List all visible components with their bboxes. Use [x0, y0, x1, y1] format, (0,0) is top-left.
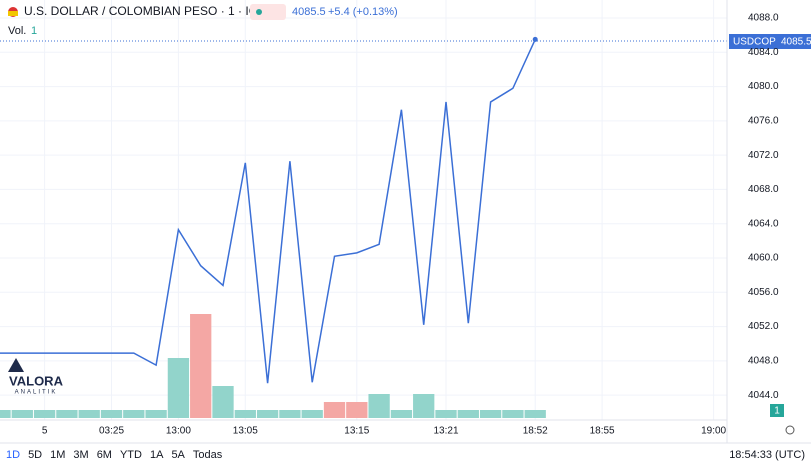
- range-button[interactable]: 1D: [6, 449, 20, 461]
- range-button[interactable]: 5D: [28, 449, 42, 461]
- y-tick-label: 4068.0: [748, 184, 779, 195]
- x-tick-label: 5: [42, 426, 48, 437]
- x-tick-label: 18:52: [523, 426, 548, 437]
- settings-icon[interactable]: [785, 425, 795, 435]
- x-tick-label: 19:00: [701, 426, 726, 437]
- volume-bar: [502, 410, 524, 418]
- price-tag: [779, 34, 811, 49]
- volume-bar: [167, 358, 190, 418]
- x-tick-label: 13:05: [233, 426, 258, 437]
- y-tick-label: 4056.0: [748, 287, 779, 298]
- symbol-tag-label: USDCOP: [733, 37, 776, 48]
- watermark-logo: [8, 358, 24, 372]
- status-dot: [256, 9, 262, 15]
- volume-bar: [279, 410, 301, 418]
- x-tick-label: 13:15: [344, 426, 369, 437]
- volume-bar: [413, 394, 435, 418]
- last-price: 4085.5: [292, 6, 326, 18]
- flag-icon-band: [8, 11, 18, 16]
- volume-bar: [435, 410, 457, 418]
- y-tick-label: 4084.0: [748, 47, 779, 58]
- range-button[interactable]: 3M: [73, 449, 88, 461]
- range-button[interactable]: 1A: [150, 449, 164, 461]
- volume-bar: [368, 394, 390, 418]
- y-tick-label: 4048.0: [748, 355, 779, 366]
- x-tick-label: 03:25: [99, 426, 124, 437]
- y-tick-label: 4052.0: [748, 321, 779, 332]
- y-tick-label: 4064.0: [748, 218, 779, 229]
- volume-tag-label: 1: [774, 406, 780, 417]
- volume-bar: [256, 410, 279, 418]
- volume-bar: [234, 410, 256, 418]
- volume-bar: [212, 386, 234, 418]
- volume-bar: [346, 402, 368, 418]
- price-line: [0, 39, 536, 384]
- volume-bar: [33, 410, 56, 418]
- clock: 18:54:33 (UTC): [729, 449, 805, 461]
- y-tick-label: 4060.0: [748, 253, 779, 264]
- y-tick-label: 4080.0: [748, 81, 779, 92]
- y-tick-label: 4044.0: [748, 390, 779, 401]
- chart-title: U.S. DOLLAR / COLOMBIAN PESO · 1 · ICE: [24, 4, 265, 18]
- last-point: [532, 36, 538, 42]
- volume-bar: [100, 410, 123, 418]
- volume-bar: [11, 410, 33, 418]
- volume-bar: [123, 410, 145, 418]
- volume-bar: [0, 410, 11, 418]
- volume-bar: [479, 410, 502, 418]
- range-button[interactable]: 1M: [50, 449, 65, 461]
- watermark-name: VALORA: [9, 373, 64, 388]
- status-badge: [250, 4, 286, 20]
- range-button[interactable]: 6M: [97, 449, 112, 461]
- volume-bar: [457, 410, 479, 418]
- range-button[interactable]: YTD: [120, 449, 142, 461]
- price-tag-label: 4085.5: [781, 37, 811, 48]
- volume-legend-name: Vol.: [8, 25, 26, 37]
- x-tick-label: 13:00: [166, 426, 191, 437]
- volume-bar: [524, 410, 546, 418]
- volume-tag: [770, 404, 784, 417]
- volume-bar: [145, 410, 167, 418]
- volume-legend-value: 1: [31, 25, 37, 37]
- x-tick-label: 18:55: [590, 426, 615, 437]
- watermark-subtitle: ANALITIK: [15, 390, 58, 396]
- volume-bar: [56, 410, 78, 418]
- y-tick-label: 4088.0: [748, 13, 779, 24]
- volume-bar: [190, 314, 212, 418]
- x-tick-label: 13:21: [433, 426, 458, 437]
- y-tick-label: 4076.0: [748, 115, 779, 126]
- price-change: +5.4 (+0.13%): [328, 6, 398, 18]
- volume-bar: [78, 410, 100, 418]
- y-tick-label: 4072.0: [748, 150, 779, 161]
- volume-bar: [323, 402, 346, 418]
- volume-bar: [390, 410, 413, 418]
- range-button[interactable]: 5A: [171, 449, 185, 461]
- symbol-tag: [729, 34, 779, 49]
- range-button[interactable]: Todas: [193, 449, 223, 461]
- volume-bar: [301, 410, 323, 418]
